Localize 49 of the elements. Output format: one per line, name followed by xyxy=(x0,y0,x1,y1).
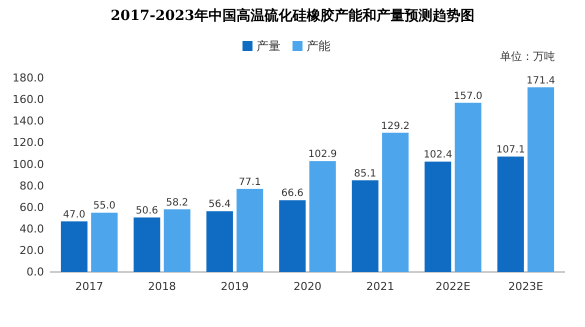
data-label: 171.4 xyxy=(526,75,556,86)
legend-label: 产能 xyxy=(306,39,330,53)
bar xyxy=(236,188,264,272)
data-label: 102.4 xyxy=(424,150,452,161)
bar xyxy=(454,102,482,272)
text: 单位：万吨 xyxy=(500,50,555,63)
bar xyxy=(91,212,118,272)
x-tick-label: 2017 xyxy=(75,280,104,293)
y-tick-label: 180.0 xyxy=(12,72,44,85)
bar xyxy=(382,132,409,272)
x-tick-label: 2022E xyxy=(436,280,470,293)
x-tick-label: 2021 xyxy=(366,280,394,293)
bar xyxy=(206,211,233,272)
data-label: 56.4 xyxy=(208,199,231,210)
data-label: 55.0 xyxy=(93,200,116,212)
data-label: 77.1 xyxy=(238,176,261,188)
bar xyxy=(528,87,554,272)
bar xyxy=(60,221,88,272)
data-label: 47.0 xyxy=(63,209,86,220)
data-label: 129.2 xyxy=(381,120,410,132)
data-label: 85.1 xyxy=(354,168,376,180)
bar xyxy=(497,156,524,272)
x-tick-label: 2018 xyxy=(148,280,176,293)
y-tick-label: 40.0 xyxy=(20,222,44,236)
data-label: 50.6 xyxy=(136,205,158,216)
bar xyxy=(424,162,452,272)
y-tick-label: 80.0 xyxy=(20,179,44,192)
x-tick-label: 2023E xyxy=(508,280,544,293)
chart-title: 2017-2023年中国高温硫化硅橡胶产能和产量预测趋势图 xyxy=(110,7,474,24)
y-tick-label: 120.0 xyxy=(12,136,44,150)
data-label: 66.6 xyxy=(281,188,304,200)
data-label: 58.2 xyxy=(166,197,188,208)
y-tick-label: 140.0 xyxy=(12,114,44,128)
x-tick-label: 2019 xyxy=(220,280,249,293)
y-tick-label: 160.0 xyxy=(12,93,44,106)
legend-label: 产量 xyxy=(256,39,280,53)
bar xyxy=(279,200,306,272)
y-tick-label: 0.0 xyxy=(26,266,44,279)
data-label: 157.0 xyxy=(454,90,482,102)
y-tick-label: 100.0 xyxy=(12,158,44,171)
data-label: 102.9 xyxy=(308,149,337,160)
y-tick-label: 60.0 xyxy=(20,200,44,214)
bar xyxy=(352,180,378,272)
x-tick-label: 2020 xyxy=(294,280,322,293)
bar xyxy=(309,161,336,272)
data-label: 107.1 xyxy=(496,144,525,156)
bar xyxy=(164,209,190,272)
y-tick-label: 20.0 xyxy=(20,244,44,257)
bar xyxy=(134,217,160,272)
